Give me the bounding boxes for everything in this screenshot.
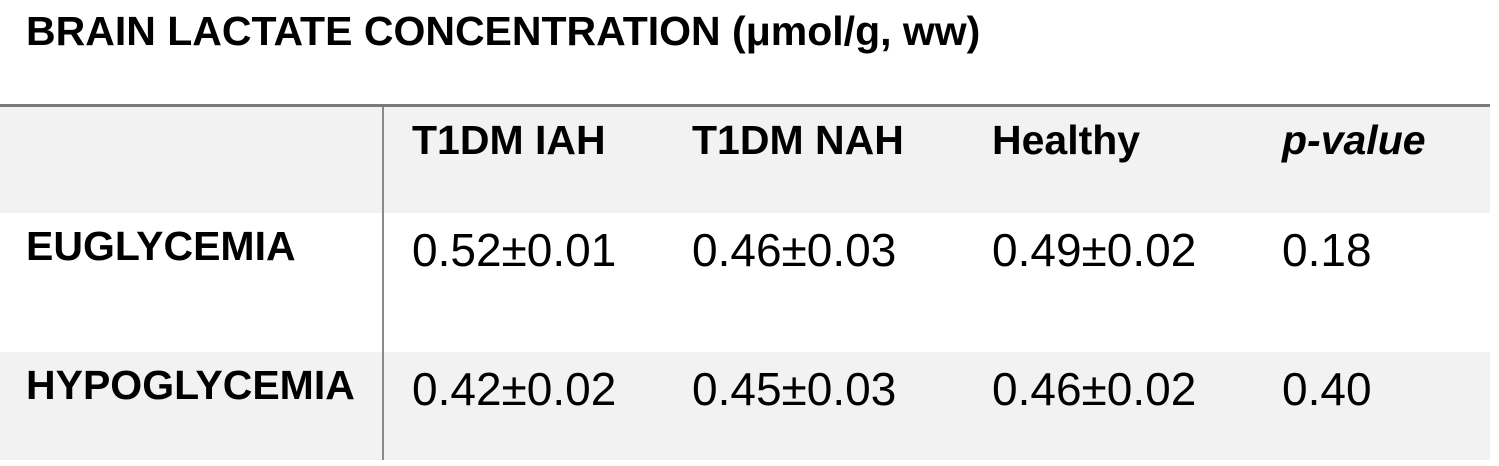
cell-hypoglycemia-t1dm-iah: 0.42±0.02 xyxy=(412,363,617,415)
table-title: BRAIN LACTATE CONCENTRATION (μmol/g, ww) xyxy=(26,8,981,54)
column-header-t1dm-iah: T1DM IAH xyxy=(412,117,606,163)
column-header-t1dm-nah: T1DM NAH xyxy=(692,117,904,163)
cell-euglycemia-t1dm-nah: 0.46±0.03 xyxy=(692,224,897,276)
results-table: T1DM IAH T1DM NAH Healthy p-value EUGLYC… xyxy=(0,104,1490,460)
cell-hypoglycemia-healthy: 0.46±0.02 xyxy=(992,363,1197,415)
corner-cell xyxy=(0,107,384,213)
table-header-row: T1DM IAH T1DM NAH Healthy p-value xyxy=(0,107,1490,213)
cell-euglycemia-p-value: 0.18 xyxy=(1282,224,1372,276)
table-row-euglycemia: EUGLYCEMIA 0.52±0.01 0.46±0.03 0.49±0.02… xyxy=(0,213,1490,352)
row-label-euglycemia: EUGLYCEMIA xyxy=(0,213,384,352)
cell-hypoglycemia-t1dm-nah: 0.45±0.03 xyxy=(692,363,897,415)
cell-euglycemia-healthy: 0.49±0.02 xyxy=(992,224,1197,276)
column-header-healthy: Healthy xyxy=(992,117,1141,163)
cell-euglycemia-t1dm-iah: 0.52±0.01 xyxy=(412,224,617,276)
row-label-hypoglycemia: HYPOGLYCEMIA xyxy=(0,352,384,460)
column-header-p-value: p-value xyxy=(1282,117,1426,163)
cell-hypoglycemia-p-value: 0.40 xyxy=(1282,363,1372,415)
table-row-hypoglycemia: HYPOGLYCEMIA 0.42±0.02 0.45±0.03 0.46±0.… xyxy=(0,352,1490,460)
